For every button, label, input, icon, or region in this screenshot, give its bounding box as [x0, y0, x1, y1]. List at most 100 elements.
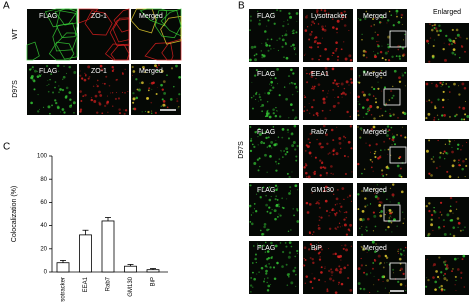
- signal-dot: [452, 226, 456, 229]
- signal-dot: [456, 147, 459, 150]
- signal-dot: [319, 245, 322, 249]
- signal-dot: [314, 39, 317, 43]
- signal-dot: [304, 106, 306, 108]
- signal-dot: [141, 111, 143, 113]
- signal-dot: [458, 159, 460, 162]
- signal-dot: [317, 224, 320, 227]
- signal-dot: [390, 221, 393, 224]
- signal-dot: [396, 22, 398, 24]
- signal-dot: [294, 148, 297, 151]
- signal-dot: [384, 254, 388, 258]
- signal-dot: [275, 139, 277, 141]
- signal-dot: [312, 86, 316, 90]
- signal-dot: [293, 118, 296, 120]
- signal-dot: [267, 284, 271, 288]
- signal-dot: [82, 95, 85, 98]
- signal-dot: [319, 159, 322, 162]
- signal-dot: [327, 153, 329, 155]
- signal-dot: [392, 196, 394, 198]
- signal-dot: [282, 206, 285, 210]
- signal-dot: [389, 211, 391, 214]
- channel-label: FLAG: [257, 13, 275, 20]
- signal-dot: [282, 24, 285, 28]
- signal-dot: [145, 96, 149, 100]
- signal-dot: [377, 278, 380, 281]
- signal-dot: [357, 101, 359, 103]
- signal-dot: [463, 286, 466, 288]
- signal-dot: [312, 261, 315, 265]
- signal-dot: [275, 106, 277, 109]
- signal-dot: [343, 24, 347, 27]
- signal-dot: [304, 258, 307, 261]
- signal-dot: [377, 87, 380, 90]
- signal-dot: [462, 229, 464, 231]
- signal-dot: [294, 116, 298, 119]
- signal-dot: [460, 277, 463, 279]
- signal-dot: [321, 28, 325, 31]
- signal-dot: [324, 47, 327, 51]
- y-axis-label: Colocalization (%): [11, 186, 18, 242]
- signal-dot: [304, 96, 307, 99]
- signal-dot: [277, 162, 280, 165]
- signal-dot: [176, 98, 178, 100]
- signal-dot: [388, 208, 392, 212]
- signal-dot: [32, 68, 34, 70]
- signal-dot: [255, 193, 258, 195]
- signal-dot: [433, 39, 435, 41]
- signal-dot: [332, 89, 334, 91]
- signal-dot: [270, 196, 272, 198]
- signal-dot: [434, 280, 438, 284]
- signal-dot: [428, 99, 431, 102]
- signal-dot: [313, 231, 315, 233]
- signal-dot: [456, 217, 460, 220]
- signal-dot: [278, 158, 281, 160]
- signal-dot: [255, 261, 257, 264]
- signal-dot: [48, 83, 50, 85]
- signal-dot: [321, 37, 323, 39]
- signal-dot: [326, 288, 329, 291]
- signal-dot: [337, 59, 339, 61]
- signal-dot: [296, 144, 299, 148]
- signal-dot: [106, 95, 108, 97]
- signal-dot: [250, 96, 253, 99]
- y-tick-label: 20: [40, 246, 47, 252]
- signal-dot: [390, 14, 393, 17]
- signal-dot: [267, 19, 270, 22]
- signal-dot: [449, 209, 452, 213]
- signal-dot: [303, 166, 306, 169]
- signal-dot: [401, 24, 403, 26]
- signal-dot: [274, 244, 278, 248]
- signal-dot: [73, 71, 77, 74]
- signal-dot: [308, 38, 311, 41]
- signal-dot: [68, 65, 71, 69]
- signal-dot: [269, 155, 272, 158]
- signal-dot: [366, 252, 368, 253]
- signal-dot: [397, 48, 400, 51]
- signal-dot: [347, 196, 349, 198]
- signal-dot: [443, 150, 446, 153]
- signal-dot: [444, 58, 447, 62]
- signal-dot: [341, 96, 343, 98]
- signal-dot: [392, 183, 395, 186]
- signal-dot: [391, 55, 394, 59]
- signal-dot: [318, 219, 321, 222]
- signal-dot: [291, 93, 294, 96]
- signal-dot: [374, 250, 377, 254]
- signal-dot: [249, 221, 252, 223]
- signal-dot: [252, 271, 254, 274]
- signal-dot: [404, 85, 406, 87]
- signal-dot: [428, 210, 431, 213]
- signal-dot: [47, 105, 51, 109]
- signal-dot: [454, 140, 455, 142]
- signal-dot: [324, 25, 327, 27]
- signal-dot: [309, 132, 312, 136]
- signal-dot: [362, 70, 366, 74]
- signal-dot: [393, 141, 395, 143]
- signal-dot: [291, 171, 293, 173]
- signal-dot: [398, 76, 401, 80]
- signal-dot: [366, 204, 369, 206]
- signal-dot: [303, 257, 305, 260]
- signal-dot: [433, 118, 436, 122]
- micrograph: [79, 9, 129, 60]
- signal-dot: [132, 97, 136, 101]
